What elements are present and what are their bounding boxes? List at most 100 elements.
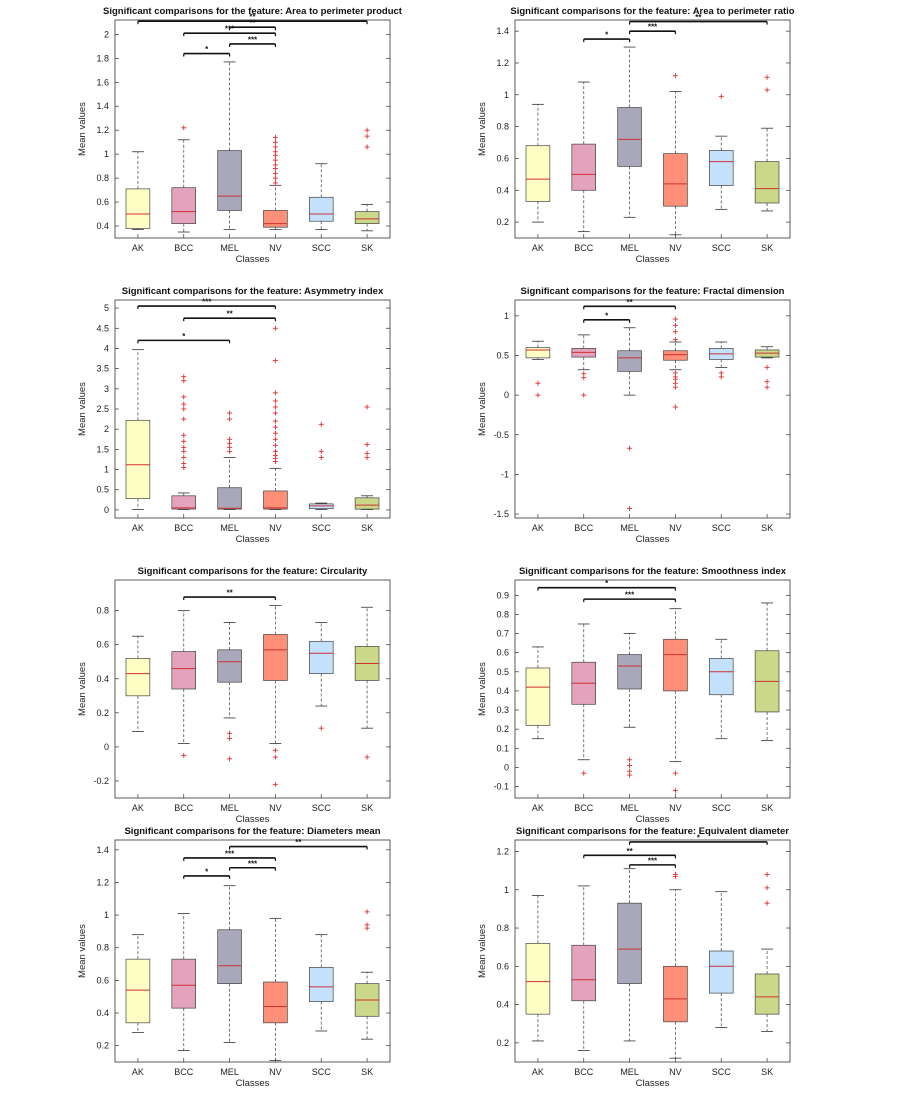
y-tick-label: 0.6 <box>496 648 509 658</box>
outlier-marker <box>535 380 541 386</box>
axes-box <box>514 839 791 1063</box>
y-tick-label: 1.6 <box>96 77 109 87</box>
significance-label: *** <box>648 856 658 865</box>
outlier-marker <box>364 133 370 139</box>
outlier-marker <box>227 410 233 416</box>
outlier-marker <box>672 73 678 79</box>
y-tick-label: 0.2 <box>96 708 109 718</box>
outlier-marker <box>181 416 187 422</box>
y-axis-label: Mean values <box>477 662 488 716</box>
x-tick-label: SK <box>361 523 373 533</box>
significance-bracket: ** <box>183 589 277 601</box>
y-tick-label: 0.8 <box>96 606 109 616</box>
outlier-marker <box>181 374 187 380</box>
x-tick-label: MEL <box>220 243 239 253</box>
outlier-marker <box>272 430 278 436</box>
significance-label: ** <box>695 13 702 22</box>
outlier-marker <box>672 337 678 343</box>
outlier-marker <box>627 762 633 768</box>
box-ak <box>525 103 551 223</box>
y-tick-label: 0 <box>104 505 109 515</box>
y-tick-label: 0.2 <box>496 724 509 734</box>
outlier-marker <box>364 450 370 456</box>
box-body <box>125 657 151 697</box>
outlier-marker <box>672 404 678 410</box>
box-ak <box>525 895 551 1042</box>
chart-title: Significant comparisons for the feature:… <box>510 6 794 17</box>
outlier-marker <box>181 125 187 131</box>
box-scc <box>308 163 334 231</box>
outlier-marker <box>181 406 187 412</box>
outlier-marker <box>272 144 278 150</box>
box-body <box>708 150 734 186</box>
significance-bracket: ** <box>228 19 277 31</box>
box-nv <box>663 73 688 236</box>
outlier-marker <box>764 364 770 370</box>
chart-title: Significant comparisons for the feature:… <box>124 826 380 837</box>
x-axis-label: Classes <box>236 1078 270 1089</box>
outlier-marker <box>272 139 278 145</box>
y-tick-label: 0.8 <box>96 173 109 183</box>
x-tick-label: SCC <box>312 523 332 533</box>
y-tick-label: 2 <box>104 29 109 39</box>
chart-title: Significant comparisons for the feature:… <box>103 6 403 17</box>
outlier-marker <box>672 770 678 776</box>
box-sk <box>754 346 780 390</box>
y-tick-label: 0.6 <box>496 961 509 971</box>
x-tick-label: SK <box>761 803 773 813</box>
box-nv <box>263 134 288 231</box>
y-tick-label: 5 <box>104 303 109 313</box>
y-tick-label: 0 <box>504 390 509 400</box>
x-tick-label: NV <box>669 1067 682 1077</box>
box-body <box>354 211 380 224</box>
outlier-marker <box>227 730 233 736</box>
y-tick-label: 1 <box>504 90 509 100</box>
x-tick-label: NV <box>269 523 282 533</box>
significance-label: * <box>182 332 186 341</box>
outlier-marker <box>364 909 370 915</box>
box-body <box>125 419 151 499</box>
box-body <box>217 150 242 211</box>
significance-label: ** <box>249 13 256 22</box>
box-body <box>708 950 734 994</box>
box-body <box>217 487 242 510</box>
box-mel <box>617 633 642 778</box>
x-tick-label: MEL <box>620 1067 639 1077</box>
box-body <box>308 640 334 675</box>
outlier-marker <box>627 757 633 763</box>
y-tick-label: 0 <box>504 762 509 772</box>
x-tick-label: MEL <box>620 803 639 813</box>
y-tick-label: 0.4 <box>96 1008 109 1018</box>
box-body <box>663 153 688 207</box>
outlier-marker <box>272 170 278 176</box>
x-tick-label: AK <box>532 1067 544 1077</box>
x-tick-label: AK <box>532 803 544 813</box>
box-bcc <box>571 885 597 1051</box>
outlier-marker <box>181 401 187 407</box>
y-tick-label: 0.8 <box>496 923 509 933</box>
significance-bracket: ** <box>183 310 277 322</box>
significance-label: * <box>205 45 209 54</box>
box-sk <box>354 606 380 760</box>
box-body <box>663 638 688 692</box>
significance-bracket: * <box>537 579 677 591</box>
axes-box <box>114 839 391 1063</box>
significance-bracket: * <box>183 45 231 57</box>
box-bcc <box>171 610 197 758</box>
x-tick-label: AK <box>132 1067 144 1077</box>
box-bcc <box>571 81 597 233</box>
box-ak <box>525 646 551 740</box>
y-tick-label: 0.4 <box>496 1000 509 1010</box>
y-tick-label: 1.4 <box>96 101 109 111</box>
outlier-marker <box>718 93 724 99</box>
outlier-marker <box>272 418 278 424</box>
outlier-marker <box>764 885 770 891</box>
outlier-marker <box>272 398 278 404</box>
y-tick-label: 1 <box>504 885 509 895</box>
x-tick-label: SCC <box>712 523 732 533</box>
x-tick-label: MEL <box>220 803 239 813</box>
x-tick-label: AK <box>132 523 144 533</box>
outlier-marker <box>272 390 278 396</box>
x-tick-label: SCC <box>312 803 332 813</box>
